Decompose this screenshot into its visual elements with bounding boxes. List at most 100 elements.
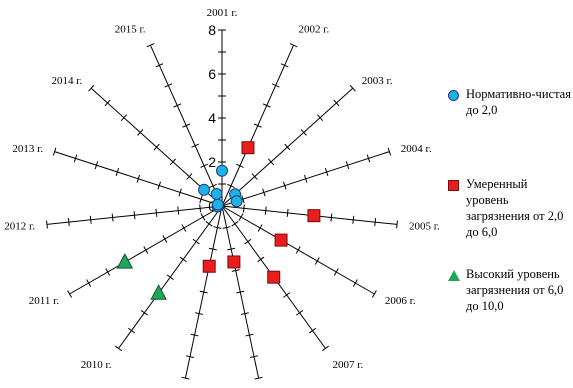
legend-label: Высокий уровень загрязнения от 6,0 до 10… xyxy=(466,267,564,313)
axis-tick xyxy=(162,235,168,243)
axis-label: 2002 г. xyxy=(298,23,329,35)
axis-tick xyxy=(199,290,208,294)
axis-tick xyxy=(146,43,155,48)
radial-tick-label: 2 xyxy=(208,154,216,170)
axis-label: 2013 г. xyxy=(12,143,43,155)
axis-tick xyxy=(295,246,301,254)
axis-tick xyxy=(86,279,92,287)
axis-tick xyxy=(89,215,92,224)
axis-tick xyxy=(143,246,149,254)
axis-tick xyxy=(192,238,200,245)
axis-tick xyxy=(253,123,262,128)
axis-tick xyxy=(169,158,177,166)
axis-tick xyxy=(286,208,289,217)
axis-tick xyxy=(200,213,206,221)
axis-label: 2010 г. xyxy=(81,359,112,371)
axis-tick xyxy=(199,195,203,204)
axis-tick xyxy=(178,188,182,197)
axis-tick xyxy=(205,221,213,227)
axis-label: 2011 г. xyxy=(29,295,60,307)
axis-tick xyxy=(262,103,271,108)
axis-label: 2014 г. xyxy=(52,75,83,87)
axis-tick xyxy=(181,224,187,232)
axis-tick xyxy=(283,181,287,190)
axis-tick xyxy=(227,247,236,251)
axis-tick xyxy=(300,129,307,136)
axis-tick xyxy=(185,355,194,358)
axis-label: 2001 г. xyxy=(207,7,238,19)
axis-tick xyxy=(349,84,356,92)
axis-tick xyxy=(105,268,111,276)
axis-tick xyxy=(257,224,263,232)
axis-tick xyxy=(396,220,398,229)
data-point-square xyxy=(274,233,288,247)
axis-tick xyxy=(236,290,245,294)
axis-tick xyxy=(314,257,320,265)
axis-tick xyxy=(231,269,240,272)
axis-tick xyxy=(137,129,144,136)
axis-tick xyxy=(190,333,199,337)
axis-tick xyxy=(104,99,111,107)
axis-tick xyxy=(136,174,141,183)
axis-tick xyxy=(157,181,161,190)
axis-tick xyxy=(213,226,222,229)
triangle-marker-icon xyxy=(448,270,460,281)
data-point-square xyxy=(267,270,281,284)
axis-tick xyxy=(222,226,231,229)
radial-tick-label: 6 xyxy=(208,66,216,82)
axis-tick xyxy=(181,376,190,380)
axis-tick xyxy=(244,238,252,245)
axis-tick xyxy=(317,114,324,121)
axis-tick xyxy=(179,256,187,263)
axis-tick xyxy=(46,220,48,229)
square-marker-icon xyxy=(448,180,459,191)
legend-label: Нормативно-чистая до 2,0 xyxy=(466,87,571,117)
axis-tick xyxy=(271,83,280,88)
axis-tick xyxy=(88,84,95,92)
axis-tick xyxy=(200,163,208,168)
axis-label: 2005 г. xyxy=(409,221,440,233)
axis-tick xyxy=(140,310,148,316)
axis-label: 2007 г. xyxy=(333,359,364,371)
axis-tick xyxy=(371,290,377,298)
axis-tick xyxy=(73,154,78,163)
axis-label: 2015 г. xyxy=(115,23,146,35)
axis-tick xyxy=(52,147,57,156)
axis-tick xyxy=(330,213,333,222)
axis-tick xyxy=(387,147,392,156)
radial-tick-label: 8 xyxy=(208,22,216,38)
axis-tick xyxy=(333,268,339,276)
axis-tick xyxy=(115,345,123,352)
data-point-circle xyxy=(211,198,224,211)
data-point-circle xyxy=(230,195,243,208)
axis-tick xyxy=(173,103,182,108)
axis-tick xyxy=(120,114,127,121)
axis-label: 2004 г. xyxy=(401,143,432,155)
axis-tick xyxy=(303,174,308,183)
axis-tick xyxy=(262,188,266,197)
axis-tick xyxy=(352,279,358,287)
axis-tick xyxy=(166,274,174,280)
axis-tick xyxy=(267,158,275,166)
axis-tick xyxy=(236,163,244,168)
axis-tick xyxy=(115,168,120,176)
data-point-square xyxy=(227,255,241,269)
axis-tick xyxy=(257,256,265,263)
data-point-triangle xyxy=(150,284,167,300)
data-point-circle xyxy=(216,164,228,177)
axis-labels: 2001 г. 2002 г. 2003 г. 2004 г. 2005 г. 2006 … xyxy=(4,7,440,371)
axis-tick xyxy=(240,312,249,315)
data-point-circle xyxy=(210,187,223,200)
axis-tick xyxy=(251,173,258,180)
data-point-circle xyxy=(198,183,211,196)
axis-tick xyxy=(67,290,73,298)
circle-marker-icon xyxy=(448,90,459,101)
axis-tick xyxy=(191,143,200,148)
axis-tick xyxy=(177,206,180,215)
axis-label: 2003 г. xyxy=(362,75,393,87)
axis-tick xyxy=(366,154,371,163)
axis-tick xyxy=(374,218,377,227)
axis-tick xyxy=(182,123,191,128)
legend-label: Умеренный уровень загрязнения от 2,0 до … xyxy=(466,177,564,239)
